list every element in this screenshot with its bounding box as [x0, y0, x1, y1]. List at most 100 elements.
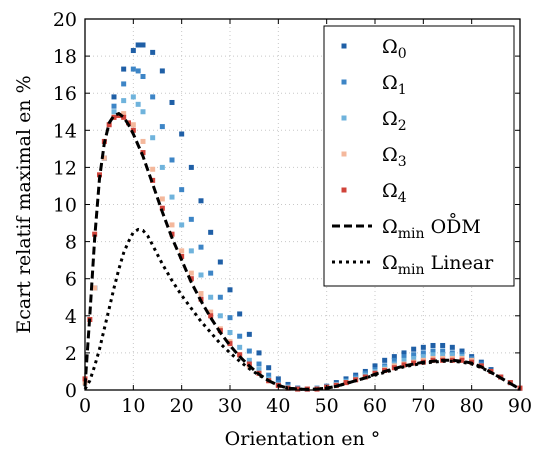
data-point: [169, 99, 175, 105]
x-tick-label: 50: [315, 395, 339, 417]
data-point: [159, 124, 165, 130]
data-point: [150, 135, 156, 141]
legend-item: Ωmin OD̊M: [332, 213, 481, 242]
data-point: [140, 42, 146, 48]
legend-item: Ω3: [341, 144, 407, 170]
x-tick-label: 60: [363, 395, 387, 417]
legend-marker: [341, 115, 347, 121]
data-point: [246, 348, 252, 354]
data-point: [217, 313, 223, 319]
legend-label: Ω3: [382, 144, 407, 170]
y-tick-label: 0: [65, 380, 77, 402]
data-point: [401, 357, 407, 363]
data-point: [121, 114, 127, 120]
y-tick-label: 10: [53, 195, 77, 217]
legend-box: [323, 25, 515, 287]
data-point: [150, 94, 156, 100]
data-point: [179, 222, 185, 228]
data-point: [188, 270, 194, 276]
legend-label: Ωmin OD̊M: [382, 213, 481, 242]
x-tick-label: 80: [460, 395, 484, 417]
data-point: [135, 101, 141, 107]
data-point: [150, 49, 156, 55]
data-point: [130, 48, 136, 54]
data-point: [208, 229, 214, 235]
data-point: [430, 348, 436, 354]
data-point: [343, 380, 349, 386]
y-tick-label: 14: [53, 120, 77, 142]
data-point: [130, 127, 136, 133]
data-point: [411, 355, 417, 361]
data-point: [179, 248, 185, 254]
data-point: [169, 157, 175, 163]
data-point: [420, 344, 426, 350]
legend-marker: [341, 43, 347, 49]
x-tick-label: 10: [121, 395, 145, 417]
data-point: [237, 311, 243, 317]
legend-marker: [341, 151, 347, 157]
data-point: [159, 205, 165, 211]
legend-label: Ω1: [382, 72, 407, 98]
data-point: [237, 344, 243, 350]
data-point: [159, 196, 165, 202]
data-point: [188, 248, 194, 254]
legend-label: Ω4: [382, 180, 407, 206]
data-point: [140, 74, 146, 80]
data-point: [237, 352, 243, 358]
data-point: [135, 42, 141, 48]
data-point: [227, 329, 233, 335]
data-point: [198, 291, 204, 297]
data-point: [295, 386, 301, 392]
data-point: [266, 365, 272, 371]
legend-item: Ω2: [341, 108, 407, 134]
data-point: [198, 244, 204, 250]
data-point: [208, 270, 214, 276]
data-point: [420, 354, 426, 360]
series-line: [83, 227, 521, 391]
data-point: [121, 111, 127, 117]
data-point: [159, 164, 165, 170]
series-min-dotted: [83, 227, 521, 391]
data-point: [92, 285, 98, 291]
data-point: [179, 187, 185, 193]
data-point: [140, 138, 146, 144]
data-point: [391, 357, 397, 363]
data-point: [246, 357, 252, 363]
x-tick-label: 70: [411, 395, 435, 417]
data-point: [169, 194, 175, 200]
legend-item: Ω0: [341, 36, 407, 62]
data-point: [256, 350, 262, 356]
data-point: [440, 352, 446, 358]
data-point: [217, 294, 223, 300]
data-point: [440, 342, 446, 348]
legend-marker: [341, 79, 347, 85]
data-point: [256, 361, 262, 367]
data-point: [275, 376, 281, 382]
x-axis-label: Orientation en °: [225, 428, 381, 450]
data-point: [266, 372, 272, 378]
data-point: [411, 352, 417, 358]
x-tick-label: 30: [218, 395, 242, 417]
data-point: [227, 315, 233, 321]
data-point: [208, 294, 214, 300]
data-point: [111, 114, 117, 120]
data-point: [198, 198, 204, 204]
data-point: [111, 94, 117, 100]
x-tick-label: 90: [508, 395, 532, 417]
legend-marker: [341, 187, 347, 193]
legend-item: Ωmin Linear: [332, 252, 494, 278]
y-tick-label: 20: [53, 9, 77, 31]
data-point: [106, 122, 112, 128]
legend-item: Ω4: [341, 180, 407, 206]
x-tick-label: 20: [170, 395, 194, 417]
data-point: [449, 344, 455, 350]
data-point: [256, 367, 262, 373]
y-tick-label: 18: [53, 46, 77, 68]
data-point: [401, 362, 407, 368]
data-point: [440, 348, 446, 354]
data-point: [401, 354, 407, 360]
data-point: [372, 363, 378, 369]
data-point: [169, 222, 175, 228]
data-point: [459, 348, 465, 354]
